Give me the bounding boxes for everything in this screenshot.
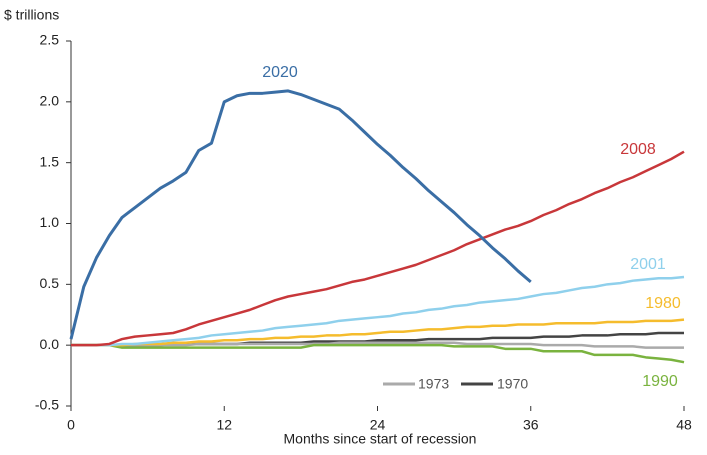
legend-label: 1973 — [418, 376, 449, 392]
series-label: 2008 — [620, 141, 656, 158]
series-label: 1990 — [642, 373, 678, 390]
y-tick-label: 2.5 — [40, 32, 60, 48]
x-axis-title: Months since start of recession — [284, 431, 477, 447]
y-tick-label: 2.0 — [40, 93, 60, 109]
x-tick-label: 24 — [370, 417, 386, 433]
series-label: 2020 — [262, 64, 298, 81]
series-line — [71, 275, 685, 347]
y-tick-label: 1.0 — [40, 214, 60, 230]
x-tick-label: 0 — [67, 417, 75, 433]
series-line — [69, 89, 532, 340]
series-label: 2001 — [630, 256, 666, 273]
x-tick-label: 12 — [216, 417, 232, 433]
y-tick-label: -0.5 — [35, 397, 59, 413]
series-label: 1980 — [645, 295, 681, 312]
x-tick-label: 36 — [523, 417, 539, 433]
series-line — [71, 343, 685, 364]
x-tick-label: 48 — [676, 417, 692, 433]
series-line — [71, 150, 685, 347]
y-tick-label: 0.5 — [40, 275, 60, 291]
y-tick-label: 1.5 — [40, 153, 60, 169]
y-axis-title: $ trillions — [4, 7, 59, 23]
legend-label: 1970 — [497, 376, 528, 392]
series-line — [71, 341, 684, 349]
y-tick-label: 0.0 — [40, 336, 60, 352]
series-line — [71, 318, 685, 347]
